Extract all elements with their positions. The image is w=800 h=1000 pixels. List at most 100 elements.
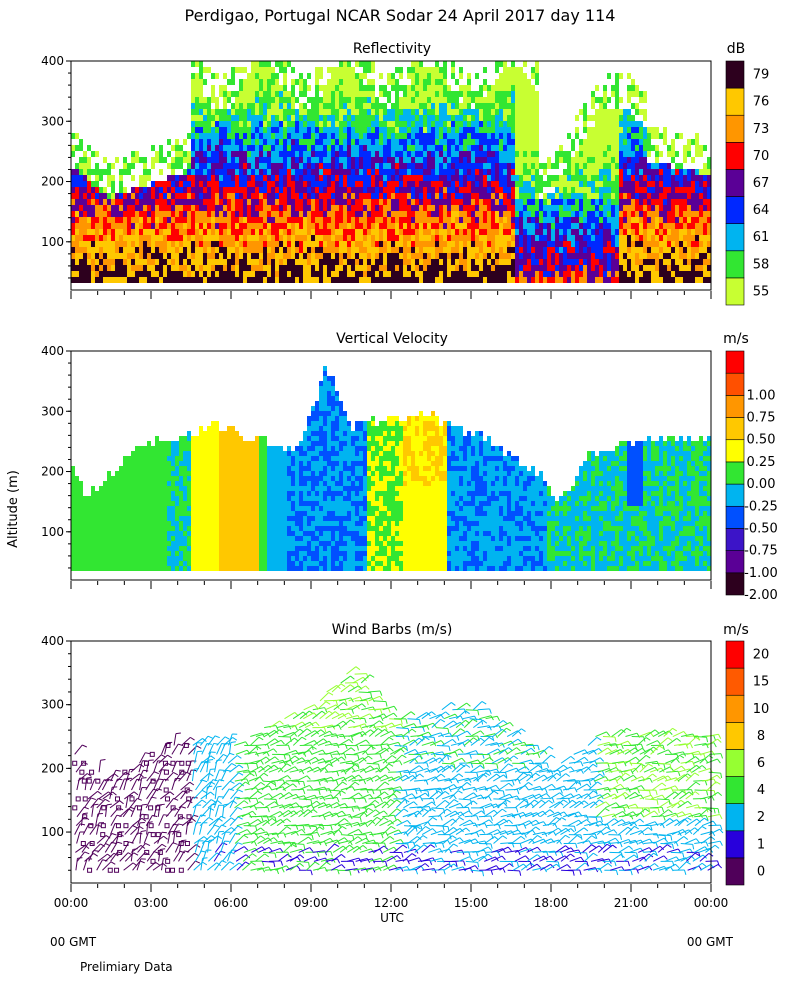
reflectivity-cell xyxy=(499,193,503,199)
reflectivity-cell xyxy=(531,127,535,133)
reflectivity-cell xyxy=(587,211,591,217)
reflectivity-cell xyxy=(79,277,83,283)
reflectivity-cell xyxy=(343,91,347,97)
reflectivity-cell xyxy=(227,205,231,211)
velocity-cell xyxy=(87,546,91,551)
reflectivity-cell xyxy=(119,181,123,187)
reflectivity-cell xyxy=(215,73,219,79)
reflectivity-cell xyxy=(611,133,615,139)
reflectivity-cell xyxy=(687,211,691,217)
reflectivity-cell xyxy=(599,247,603,253)
reflectivity-cell xyxy=(207,133,211,139)
reflectivity-cell xyxy=(603,181,607,187)
reflectivity-cell xyxy=(195,145,199,151)
reflectivity-cell xyxy=(539,187,543,193)
reflectivity-cell xyxy=(523,175,527,181)
reflectivity-cell xyxy=(279,151,283,157)
reflectivity-cell xyxy=(667,229,671,235)
reflectivity-cell xyxy=(331,103,335,109)
reflectivity-cell xyxy=(591,211,595,217)
reflectivity-cell xyxy=(79,145,83,151)
reflectivity-cell xyxy=(547,211,551,217)
reflectivity-cell xyxy=(283,229,287,235)
reflectivity-cell xyxy=(71,247,75,253)
reflectivity-cell xyxy=(639,163,643,169)
reflectivity-cell xyxy=(371,79,375,85)
reflectivity-cell xyxy=(699,145,703,151)
reflectivity-cell xyxy=(435,115,439,121)
reflectivity-cell xyxy=(79,223,83,229)
reflectivity-cell xyxy=(275,223,279,229)
reflectivity-cell xyxy=(295,175,299,181)
reflectivity-cell xyxy=(411,265,415,271)
reflectivity-cell xyxy=(363,217,367,223)
reflectivity-cell xyxy=(519,187,523,193)
reflectivity-cell xyxy=(275,217,279,223)
reflectivity-cell xyxy=(331,241,335,247)
reflectivity-cell xyxy=(263,97,267,103)
reflectivity-cell xyxy=(707,271,711,277)
reflectivity-cell xyxy=(703,181,707,187)
reflectivity-cell xyxy=(291,277,295,283)
reflectivity-cell xyxy=(603,151,607,157)
velocity-cell xyxy=(103,521,107,526)
reflectivity-cell xyxy=(79,211,83,217)
reflectivity-cell xyxy=(519,259,523,265)
reflectivity-cell xyxy=(183,235,187,241)
reflectivity-cell xyxy=(295,199,299,205)
reflectivity-cell xyxy=(431,187,435,193)
reflectivity-cell xyxy=(279,217,283,223)
reflectivity-cell xyxy=(339,97,343,103)
reflectivity-cell xyxy=(571,187,575,193)
reflectivity-cell xyxy=(307,139,311,145)
reflectivity-cell xyxy=(363,277,367,283)
reflectivity-cell xyxy=(251,163,255,169)
reflectivity-cell xyxy=(439,247,443,253)
reflectivity-cell xyxy=(371,247,375,253)
reflectivity-cell xyxy=(647,163,651,169)
reflectivity-cell xyxy=(487,271,491,277)
reflectivity-cell xyxy=(219,169,223,175)
reflectivity-cell xyxy=(455,175,459,181)
reflectivity-cell xyxy=(523,85,527,91)
reflectivity-cell xyxy=(255,85,259,91)
reflectivity-cell xyxy=(211,181,215,187)
reflectivity-cell xyxy=(507,181,511,187)
reflectivity-cell xyxy=(179,163,183,169)
reflectivity-cell xyxy=(207,241,211,247)
reflectivity-cell xyxy=(467,169,471,175)
reflectivity-cell xyxy=(155,151,159,157)
reflectivity-cell xyxy=(571,247,575,253)
reflectivity-cell xyxy=(123,229,127,235)
reflectivity-cell xyxy=(487,229,491,235)
reflectivity-cell xyxy=(71,241,75,247)
reflectivity-cell xyxy=(591,181,595,187)
reflectivity-cell xyxy=(627,241,631,247)
reflectivity-cell xyxy=(219,109,223,115)
reflectivity-cell xyxy=(563,259,567,265)
reflectivity-cell xyxy=(359,121,363,127)
reflectivity-cell xyxy=(315,67,319,73)
reflectivity-cell xyxy=(203,199,207,205)
reflectivity-cell xyxy=(279,61,283,67)
reflectivity-cell xyxy=(143,247,147,253)
reflectivity-cell xyxy=(387,193,391,199)
reflectivity-cell xyxy=(147,187,151,193)
reflectivity-cell xyxy=(447,139,451,145)
reflectivity-cell xyxy=(151,199,155,205)
reflectivity-cell xyxy=(639,151,643,157)
reflectivity-cell xyxy=(191,259,195,265)
reflectivity-cell xyxy=(619,211,623,217)
reflectivity-cell xyxy=(263,229,267,235)
reflectivity-cell xyxy=(559,247,563,253)
reflectivity-cell xyxy=(419,247,423,253)
reflectivity-cell xyxy=(623,145,627,151)
reflectivity-cell xyxy=(271,145,275,151)
reflectivity-cell xyxy=(499,103,503,109)
velocity-cell xyxy=(115,501,119,506)
reflectivity-cell xyxy=(607,253,611,259)
reflectivity-cell xyxy=(251,157,255,163)
reflectivity-cell xyxy=(479,187,483,193)
reflectivity-cell xyxy=(91,211,95,217)
reflectivity-cell xyxy=(519,205,523,211)
